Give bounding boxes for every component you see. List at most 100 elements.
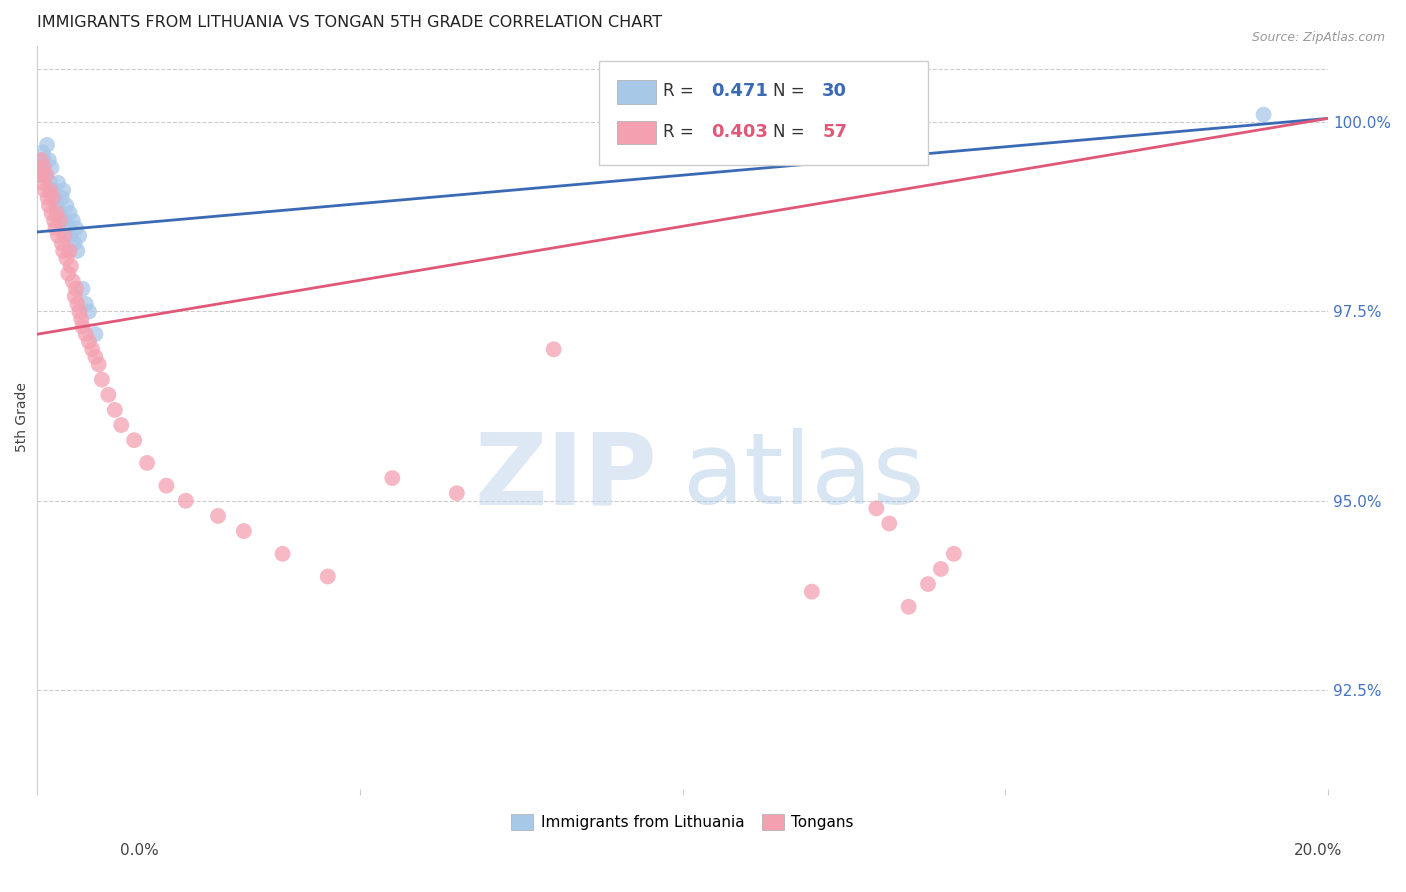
Point: [72, 282, 94, 296]
Point: [38, 198, 60, 212]
Text: IMMIGRANTS FROM LITHUANIA VS TONGAN 5TH GRADE CORRELATION CHART: IMMIGRANTS FROM LITHUANIA VS TONGAN 5TH …: [38, 15, 662, 30]
Text: 0.403: 0.403: [711, 123, 768, 141]
Point: [97, 388, 120, 402]
Point: [84, 327, 107, 342]
Point: [34, 183, 56, 197]
Point: [52, 183, 75, 197]
Point: [72, 319, 94, 334]
Point: [1253, 107, 1275, 121]
Point: [67, 304, 90, 318]
Point: [65, 282, 87, 296]
Point: [66, 244, 89, 258]
Point: [316, 569, 339, 583]
FancyBboxPatch shape: [599, 62, 928, 165]
Point: [39, 176, 62, 190]
Point: [75, 327, 97, 342]
Point: [59, 228, 82, 243]
Point: [38, 153, 60, 167]
Point: [45, 198, 67, 212]
Point: [31, 145, 53, 160]
Point: [446, 486, 468, 500]
Point: [55, 198, 77, 212]
Point: [31, 176, 53, 190]
Point: [51, 191, 73, 205]
Legend: Immigrants from Lithuania, Tongans: Immigrants from Lithuania, Tongans: [505, 808, 860, 837]
FancyBboxPatch shape: [617, 120, 655, 145]
Text: atlas: atlas: [683, 428, 924, 525]
Point: [28, 168, 51, 182]
Text: Source: ZipAtlas.com: Source: ZipAtlas.com: [1251, 31, 1385, 45]
Point: [62, 213, 84, 227]
Point: [53, 228, 76, 243]
Point: [543, 343, 565, 357]
Point: [55, 252, 77, 266]
Point: [70, 312, 93, 326]
Point: [49, 213, 72, 227]
Point: [39, 183, 62, 197]
Point: [30, 161, 52, 175]
Point: [46, 228, 69, 243]
Point: [77, 304, 100, 318]
Point: [929, 562, 952, 576]
Point: [65, 221, 87, 235]
Point: [155, 478, 177, 492]
Text: ZIP: ZIP: [474, 428, 657, 525]
Point: [87, 358, 110, 372]
FancyBboxPatch shape: [617, 80, 655, 103]
Text: 0.471: 0.471: [711, 82, 768, 100]
Point: [865, 501, 887, 516]
Point: [34, 168, 56, 182]
Point: [58, 267, 80, 281]
Point: [897, 599, 920, 614]
Point: [136, 456, 159, 470]
Point: [63, 289, 86, 303]
Point: [917, 577, 939, 591]
Point: [42, 213, 65, 227]
Point: [59, 244, 82, 258]
Point: [41, 161, 63, 175]
Point: [44, 191, 66, 205]
Text: R =: R =: [664, 82, 699, 100]
Point: [207, 508, 229, 523]
Point: [90, 373, 112, 387]
Point: [232, 524, 254, 538]
Point: [942, 547, 965, 561]
Point: [45, 206, 67, 220]
Point: [42, 191, 65, 205]
Point: [66, 297, 89, 311]
Point: [174, 493, 197, 508]
Point: [381, 471, 404, 485]
Text: N =: N =: [773, 123, 810, 141]
Point: [110, 418, 132, 433]
Point: [30, 153, 52, 167]
Point: [84, 350, 107, 364]
Point: [77, 334, 100, 349]
Point: [58, 221, 80, 235]
Point: [51, 236, 73, 251]
Text: 0.0%: 0.0%: [120, 843, 159, 858]
Point: [82, 343, 104, 357]
Point: [271, 547, 294, 561]
Y-axis label: 5th Grade: 5th Grade: [15, 383, 30, 452]
Point: [44, 221, 66, 235]
Point: [52, 244, 75, 258]
Point: [104, 403, 127, 417]
Point: [877, 516, 900, 531]
Text: N =: N =: [773, 82, 810, 100]
Text: 30: 30: [823, 82, 848, 100]
Text: 57: 57: [823, 123, 848, 141]
Point: [32, 161, 55, 175]
Point: [75, 297, 97, 311]
Point: [49, 206, 72, 220]
Point: [35, 137, 58, 152]
Point: [67, 228, 90, 243]
Point: [122, 433, 145, 447]
Text: R =: R =: [664, 123, 699, 141]
Point: [53, 213, 76, 227]
Point: [63, 236, 86, 251]
Point: [32, 153, 55, 167]
Point: [41, 206, 63, 220]
Point: [800, 584, 823, 599]
Point: [37, 191, 59, 205]
Point: [42, 183, 65, 197]
